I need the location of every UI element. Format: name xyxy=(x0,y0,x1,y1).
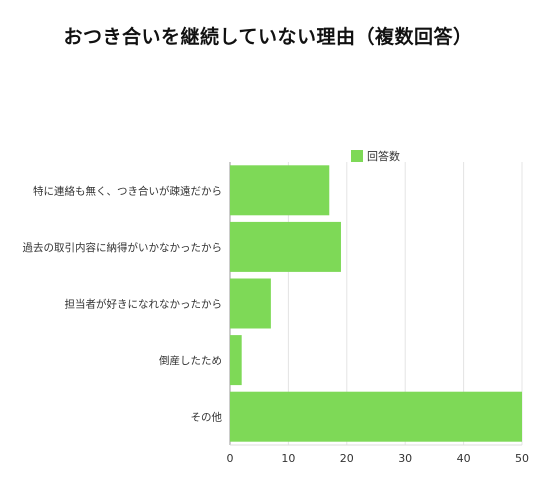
x-tick-label: 0 xyxy=(227,452,234,465)
x-tick-label: 40 xyxy=(457,452,471,465)
legend-swatch xyxy=(351,150,363,162)
bar xyxy=(230,391,522,442)
category-label: その他 xyxy=(191,411,223,424)
category-label: 倒産したため xyxy=(159,354,222,367)
chart-title: おつき合いを継続していない理由（複数回答） xyxy=(63,26,473,48)
bars xyxy=(230,165,522,442)
x-tick-label: 20 xyxy=(340,452,354,465)
bar xyxy=(230,278,271,329)
bar xyxy=(230,221,341,272)
category-labels: 特に連絡も無く、つき合いが疎遠だから過去の取引内容に納得がいかなかったから担当者… xyxy=(23,184,223,423)
bar xyxy=(230,335,242,386)
chart-legend: 回答数 xyxy=(351,148,400,164)
legend-label: 回答数 xyxy=(367,150,400,163)
x-tick-label: 50 xyxy=(515,452,529,465)
category-label: 過去の取引内容に納得がいかなかったから xyxy=(23,241,223,254)
x-tick-labels: 0 10 20 30 40 50 xyxy=(227,452,530,465)
category-label: 特に連絡も無く、つき合いが疎遠だから xyxy=(33,184,222,197)
x-tick-label: 30 xyxy=(398,452,412,465)
x-tick-label: 10 xyxy=(281,452,295,465)
bar xyxy=(230,165,330,216)
category-label: 担当者が好きになれなかったから xyxy=(65,298,223,311)
